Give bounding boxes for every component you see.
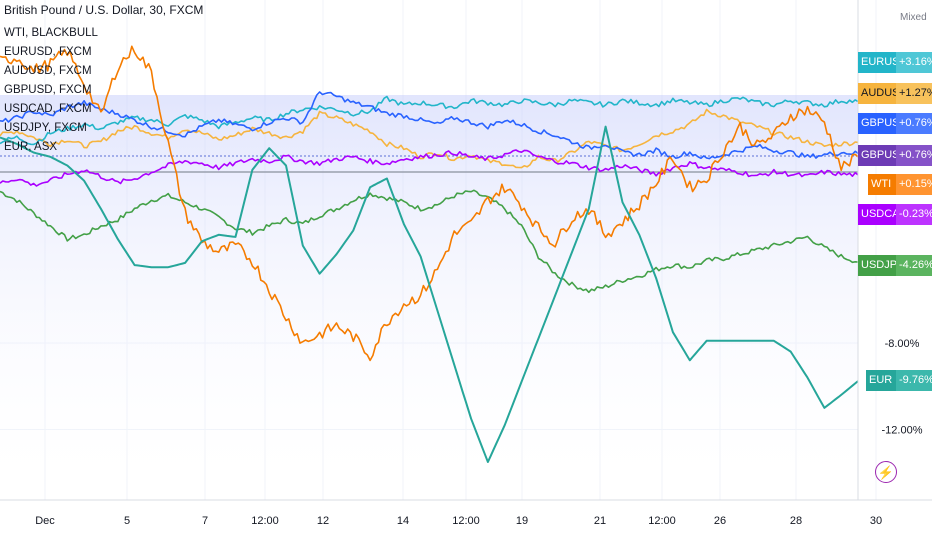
price-badge-gbpusd: GBPUSD +0.76% bbox=[858, 113, 932, 134]
legend: WTI, BLACKBULL EURUSD, FXCM AUDUSD, FXCM… bbox=[4, 24, 98, 157]
x-axis-ticks: Dec 5 7 12:00 12 14 12:00 19 21 12:00 26 28 30 bbox=[35, 515, 882, 527]
price-badge-usdcad: USDCAD -0.23% bbox=[858, 204, 932, 225]
legend-item-gbpusd[interactable]: GBPUSD, FXCM bbox=[4, 84, 92, 96]
price-badge-audusd: AUDUSD +1.27% bbox=[858, 83, 932, 104]
x-tick-label: 12 bbox=[317, 515, 329, 527]
badge-symbol: GBPUSD bbox=[858, 145, 907, 166]
series-line-usdcad[interactable] bbox=[0, 149, 859, 187]
legend-item-usdjpy[interactable]: USDJPY, FXCM bbox=[4, 122, 87, 134]
x-tick-label: 7 bbox=[202, 515, 208, 527]
x-tick-label: 5 bbox=[124, 515, 130, 527]
series-lines bbox=[0, 45, 859, 463]
x-tick-label: 28 bbox=[790, 515, 802, 527]
x-tick-label: 12:00 bbox=[648, 515, 676, 527]
legend-item-wti[interactable]: WTI, BLACKBULL bbox=[4, 27, 98, 39]
chart-title: British Pound / U.S. Dollar, 30, FXCM bbox=[4, 3, 204, 17]
lightning-icon[interactable]: ⚡ bbox=[875, 461, 897, 483]
price-badge-eur: EUR -9.76% bbox=[866, 370, 932, 391]
legend-item-eur[interactable]: EUR, ASX bbox=[4, 141, 58, 153]
price-badge-wti: WTI +0.15% bbox=[868, 174, 932, 195]
legend-item-usdcad[interactable]: USDCAD, FXCM bbox=[4, 103, 92, 115]
badge-value: -4.26% bbox=[896, 255, 932, 276]
x-tick-label: 26 bbox=[714, 515, 726, 527]
x-tick-label: 14 bbox=[397, 515, 409, 527]
series-line-gbpusd[interactable] bbox=[0, 91, 859, 160]
y-tick-label: -12.00% bbox=[882, 425, 923, 437]
badge-value: -0.23% bbox=[896, 204, 932, 225]
series-line-audusd[interactable] bbox=[0, 108, 859, 169]
x-tick-label: 30 bbox=[870, 515, 882, 527]
legend-item-eurusd[interactable]: EURUSD, FXCM bbox=[4, 46, 92, 58]
price-badge-usdjpy: USDJPY -4.26% bbox=[858, 255, 932, 276]
x-tick-label: Dec bbox=[35, 515, 55, 527]
x-tick-label: 12:00 bbox=[251, 515, 279, 527]
badge-symbol: WTI bbox=[868, 174, 896, 195]
badge-symbol: EURUSD bbox=[858, 52, 907, 73]
scale-mode-label[interactable]: Mixed bbox=[900, 12, 927, 23]
badge-symbol: EUR bbox=[866, 370, 896, 391]
badge-symbol: USDJPY bbox=[858, 255, 904, 276]
badge-value: +0.76% bbox=[896, 113, 932, 134]
badge-value: +3.16% bbox=[896, 52, 932, 73]
badge-value: +0.76% bbox=[896, 145, 932, 166]
badge-symbol: USDCAD bbox=[858, 204, 907, 225]
badge-value: +0.15% bbox=[896, 174, 932, 195]
badge-symbol: AUDUSD bbox=[858, 83, 907, 104]
badge-value: -9.76% bbox=[896, 370, 932, 391]
x-tick-label: 19 bbox=[516, 515, 528, 527]
y-tick-label: -8.00% bbox=[885, 338, 920, 350]
area-fill bbox=[0, 95, 858, 500]
series-line-eurusd[interactable] bbox=[0, 95, 859, 146]
badge-symbol: GBPUSD bbox=[858, 113, 907, 134]
x-tick-label: 12:00 bbox=[452, 515, 480, 527]
series-line-usdjpy[interactable] bbox=[0, 189, 859, 294]
x-tick-label: 21 bbox=[594, 515, 606, 527]
badge-value: +1.27% bbox=[896, 83, 932, 104]
y-axis-ticks: -8.00% -12.00% bbox=[882, 338, 923, 437]
price-badge-gbpusd-2: GBPUSD +0.76% bbox=[858, 145, 932, 166]
series-line-eur[interactable] bbox=[0, 125, 859, 463]
legend-item-audusd[interactable]: AUDUSD, FXCM bbox=[4, 65, 92, 77]
price-badge-eurusd: EURUSD +3.16% bbox=[858, 52, 932, 73]
